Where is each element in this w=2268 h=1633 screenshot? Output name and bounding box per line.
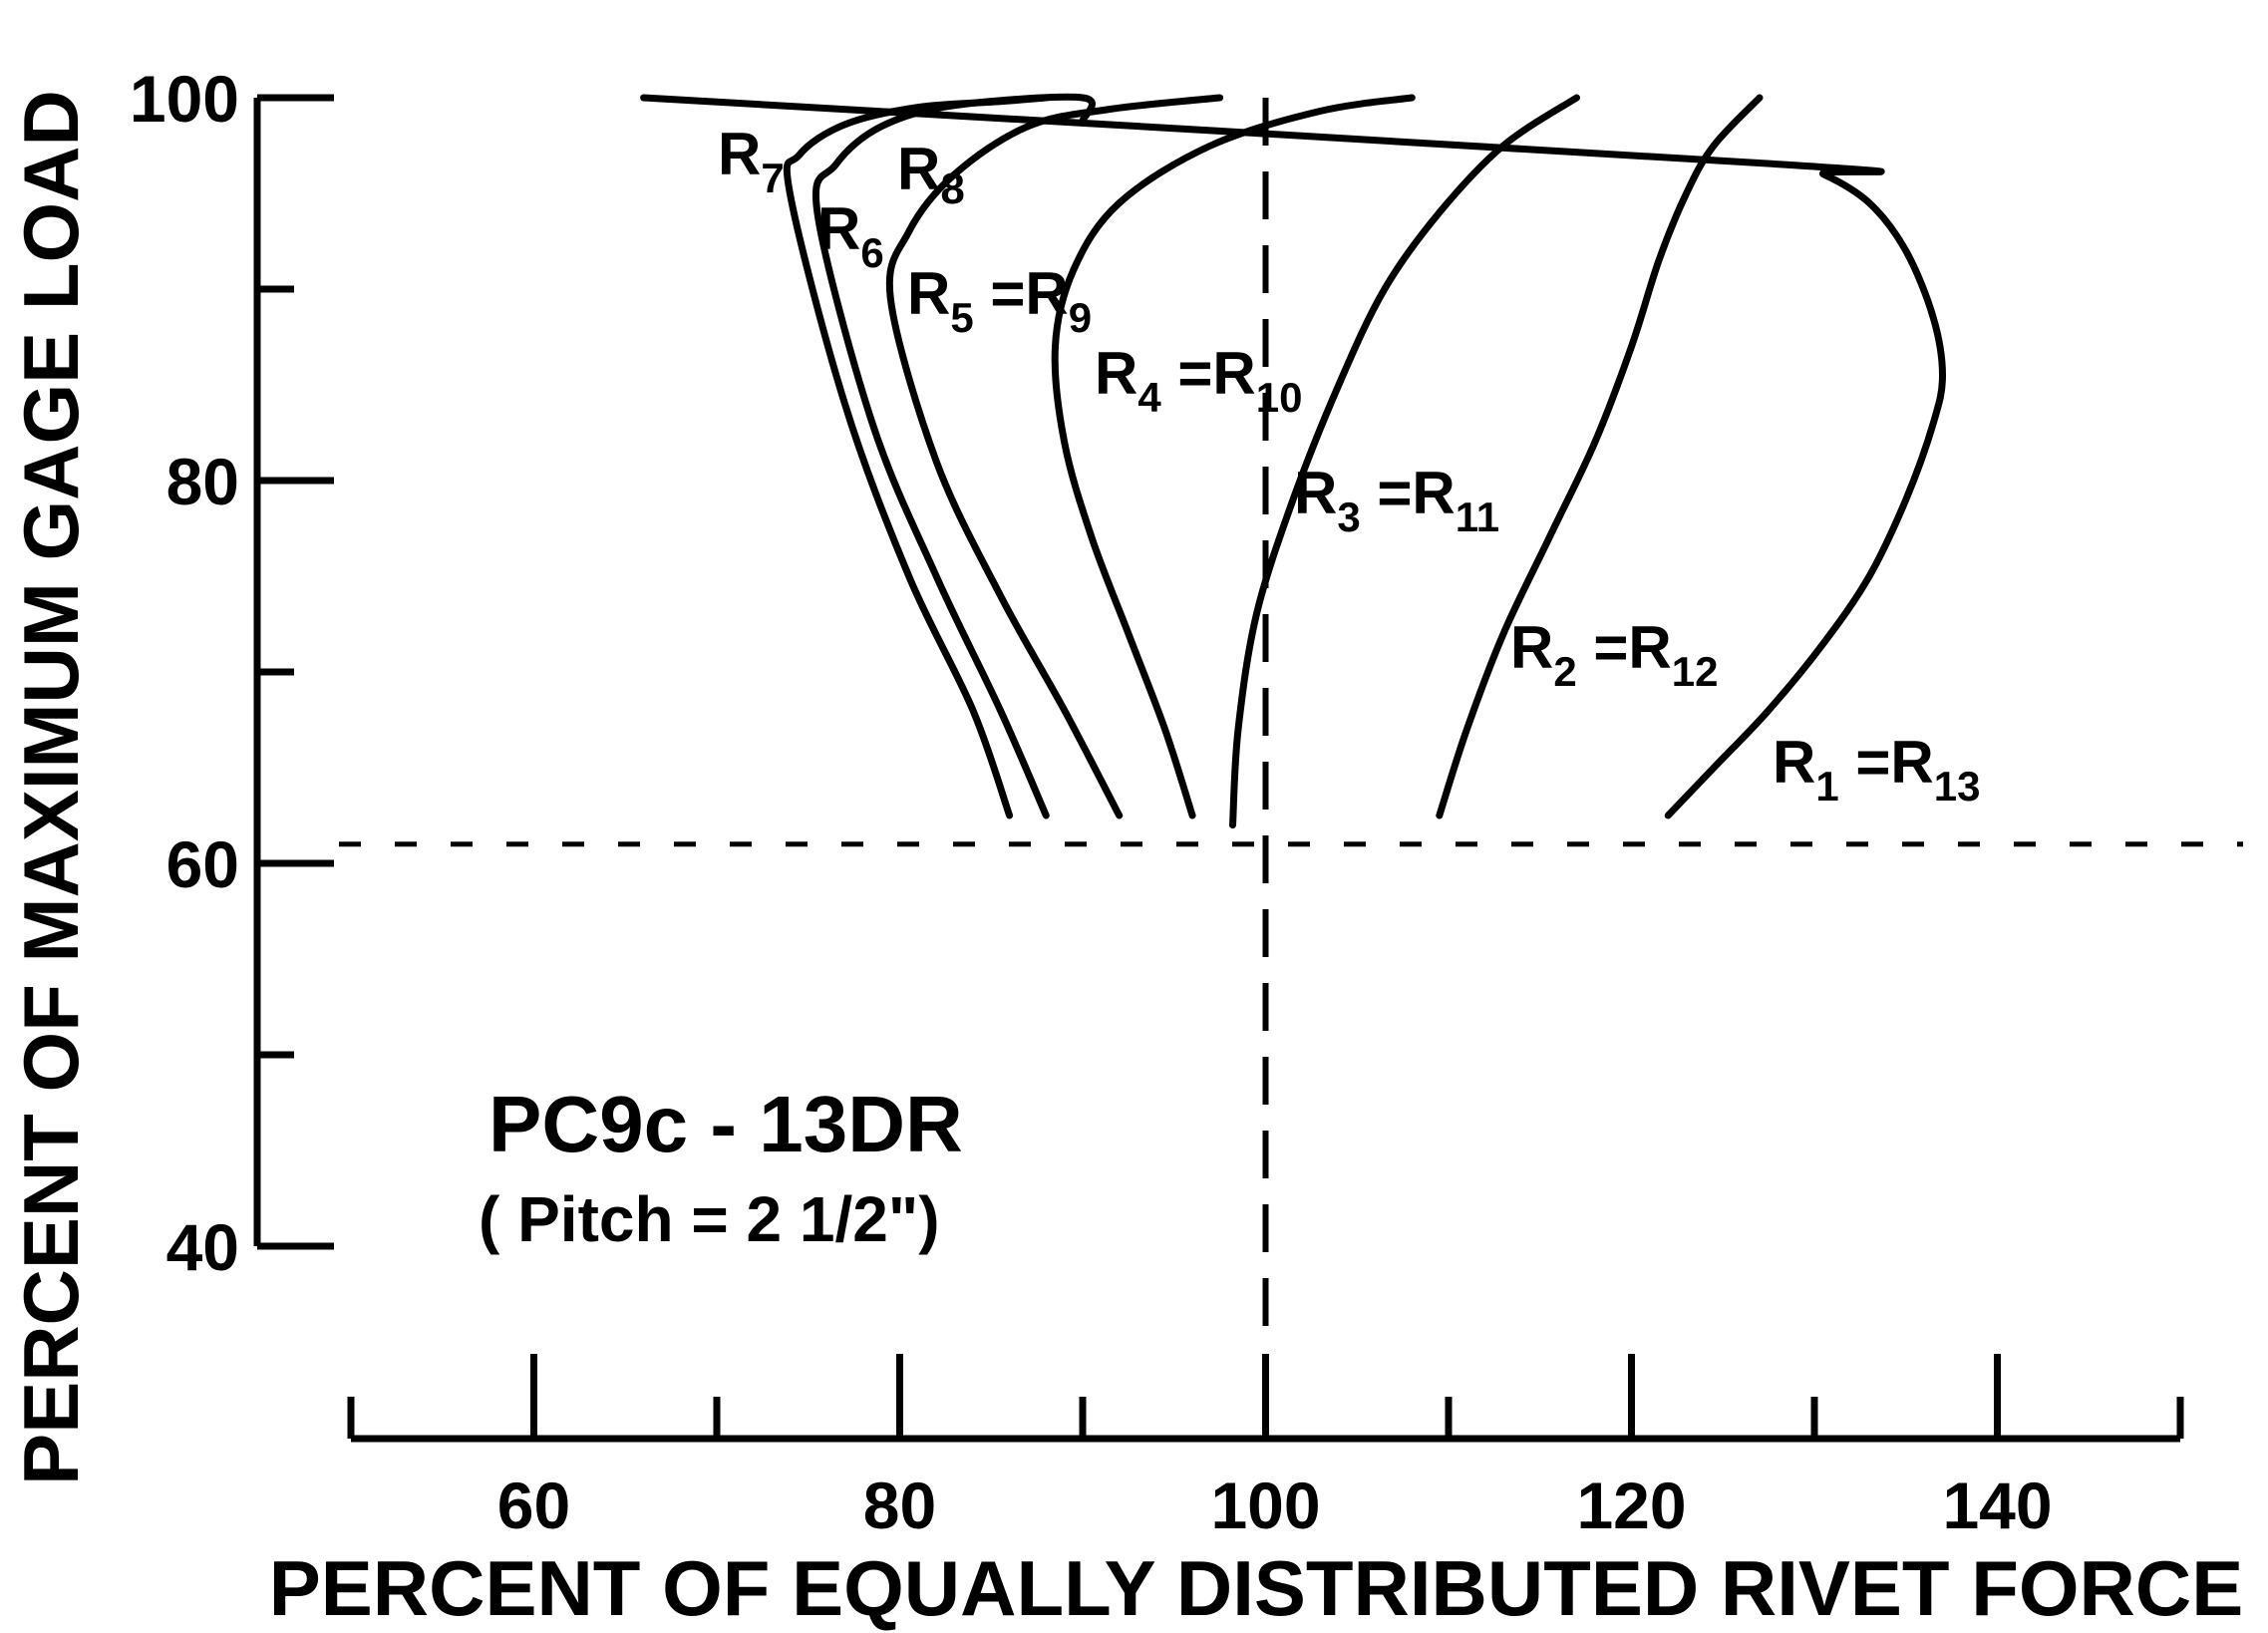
reference-lines xyxy=(339,98,2243,1341)
y-tick-label: 60 xyxy=(166,827,239,901)
x-tick-label: 60 xyxy=(497,1469,570,1542)
chart-subtitle: ( Pitch = 2 1/2") xyxy=(479,1183,940,1255)
chart-title: PC9c - 13DR xyxy=(488,1080,963,1168)
series-label-4: R4 =R10 xyxy=(1095,340,1302,421)
series-curves xyxy=(640,93,1946,829)
series-curve-2 xyxy=(1436,94,1764,819)
axes: 40 60 80 100 60 80 100 120 140 xyxy=(130,62,2184,1542)
series-curve-1 xyxy=(640,94,1946,819)
series-label-7: R7 xyxy=(718,121,785,201)
y-tick-label: 100 xyxy=(130,62,239,136)
series-curve-3 xyxy=(1229,94,1580,829)
series-label-3: R3 =R11 xyxy=(1294,460,1499,540)
x-axis-title: PERCENT OF EQUALLY DISTRIBUTED RIVET FOR… xyxy=(269,1544,2244,1632)
y-tick-label: 80 xyxy=(166,445,239,518)
y-axis-title: PERCENT OF MAXIMUM GAGE LOAD xyxy=(7,90,95,1485)
series-label-2: R2 =R12 xyxy=(1510,614,1718,695)
series-curve-7 xyxy=(783,94,1050,819)
series-label-1: R1 =R13 xyxy=(1773,729,1980,810)
series-label-6: R6 xyxy=(817,195,884,276)
x-tick-label: 140 xyxy=(1942,1469,2052,1542)
series-label-r8: R8 xyxy=(897,136,965,213)
x-tick-label: 120 xyxy=(1576,1469,1686,1542)
series-curve-5 xyxy=(885,94,1224,819)
y-tick-label: 40 xyxy=(166,1210,239,1284)
x-tick-label: 80 xyxy=(863,1469,936,1542)
series-curve-4 xyxy=(1051,94,1416,819)
x-tick-label: 100 xyxy=(1210,1469,1320,1542)
series-label-5: R5 =R9 xyxy=(907,260,1092,341)
